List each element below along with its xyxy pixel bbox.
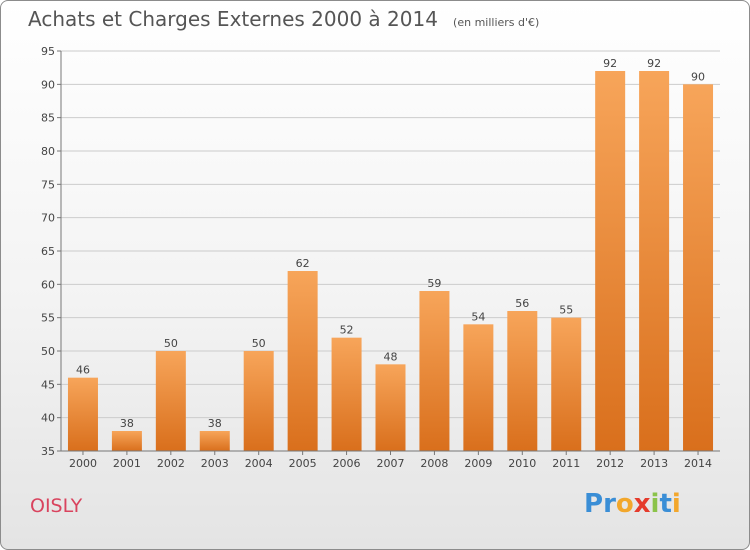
data-label: 92: [603, 57, 617, 70]
y-tick-label: 70: [41, 212, 55, 225]
data-label: 38: [120, 417, 134, 430]
chart-unit: (en milliers d'€): [453, 16, 540, 29]
chart-title: Achats et Charges Externes 2000 à 2014: [28, 7, 438, 31]
y-tick-label: 85: [41, 112, 55, 125]
x-tick-label: 2002: [157, 457, 185, 470]
x-tick-label: 2003: [201, 457, 229, 470]
logo-letter: r: [603, 489, 616, 519]
data-label: 59: [427, 277, 441, 290]
data-label: 92: [647, 57, 661, 70]
logo-letter: o: [615, 489, 634, 519]
bar-2001: [111, 431, 142, 451]
y-tick-label: 65: [41, 245, 55, 258]
bar-2013: [639, 71, 670, 451]
x-tick-label: 2007: [377, 457, 405, 470]
x-tick-label: 2001: [113, 457, 141, 470]
bar-2007: [375, 364, 406, 451]
bar-2005: [287, 271, 318, 451]
bar-2008: [419, 291, 450, 451]
y-tick-label: 60: [41, 278, 55, 291]
bars: 46 38 50 38 50 62 52 48 59 54 56 55 92 92 90: [67, 57, 714, 451]
bar-2011: [551, 317, 582, 451]
x-tick-label: 2011: [552, 457, 580, 470]
data-label: 62: [296, 257, 310, 270]
y-tick-label: 90: [41, 78, 55, 91]
place-name: OISLY: [30, 495, 83, 517]
data-label: 56: [515, 297, 529, 310]
y-tick-label: 40: [41, 412, 55, 425]
x-tick-label: 2004: [245, 457, 273, 470]
data-label: 46: [76, 364, 90, 377]
x-tick-label: 2014: [684, 457, 712, 470]
x-tick-label: 2008: [420, 457, 448, 470]
data-label: 50: [252, 337, 266, 350]
x-tick-label: 2006: [333, 457, 361, 470]
x-tick-label: 2000: [69, 457, 97, 470]
data-label: 90: [691, 70, 705, 83]
data-label: 52: [340, 324, 354, 337]
y-tick-label: 75: [41, 178, 55, 191]
data-label: 48: [384, 350, 398, 363]
x-tick-label: 2010: [508, 457, 536, 470]
logo-letter: t: [659, 489, 672, 519]
proxiti-logo: Proxiti: [584, 489, 681, 519]
x-tick-label: 2005: [289, 457, 317, 470]
logo-letter: P: [584, 489, 604, 519]
logo-letter: i: [650, 489, 660, 519]
bar-2004: [243, 351, 274, 451]
axes: 35 40 45 50 55 60 65 70 75 80 85 90 95 2000 2001 2002 20…: [41, 45, 720, 470]
bar-2012: [595, 71, 626, 451]
y-tick-label: 45: [41, 378, 55, 391]
x-tick-label: 2009: [464, 457, 492, 470]
data-label: 38: [208, 417, 222, 430]
y-tick-label: 80: [41, 145, 55, 158]
x-tick-label: 2012: [596, 457, 624, 470]
bar-2014: [683, 84, 714, 451]
bar-2010: [507, 311, 538, 451]
bar-2002: [155, 351, 186, 451]
x-tick-label: 2013: [640, 457, 668, 470]
data-label: 54: [471, 310, 485, 323]
bar-2006: [331, 337, 362, 451]
bar-2003: [199, 431, 230, 451]
title-row: Achats et Charges Externes 2000 à 2014 (…: [28, 7, 539, 31]
y-tick-label: 95: [41, 45, 55, 58]
bar-2000: [67, 377, 98, 451]
bar-2009: [463, 324, 494, 451]
logo-letter: i: [671, 489, 681, 519]
data-label: 50: [164, 337, 178, 350]
y-tick-label: 55: [41, 312, 55, 325]
data-label: 55: [559, 304, 573, 317]
logo-letter: x: [633, 489, 651, 519]
y-tick-label: 35: [41, 445, 55, 458]
y-tick-label: 50: [41, 345, 55, 358]
